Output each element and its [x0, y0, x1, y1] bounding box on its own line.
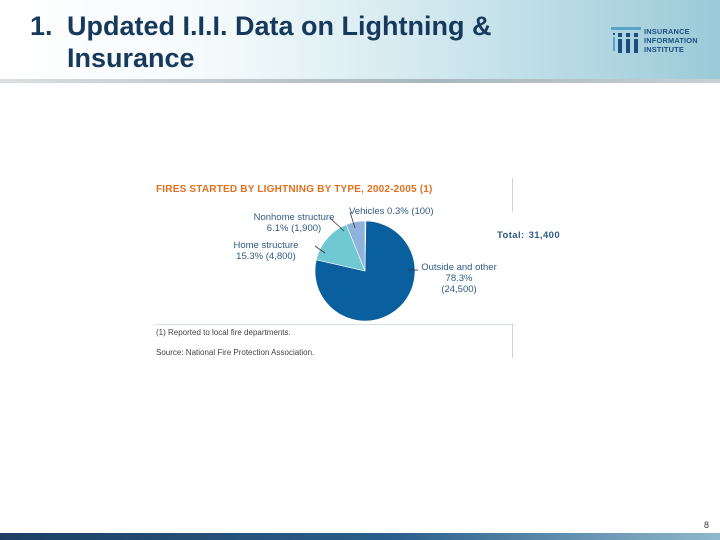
title-divider — [0, 79, 720, 83]
label-nonhome-count: (1,900) — [291, 223, 322, 234]
leader-line-nonhome — [329, 217, 345, 232]
iii-logo-icon — [611, 27, 641, 53]
label-vehicles: Vehicles 0.3% (100) — [349, 206, 434, 217]
leader-line-home — [314, 245, 326, 254]
chart-total: Total: 31,400 — [497, 230, 560, 241]
figure-divider-top — [512, 178, 513, 212]
chart-total-label: Total: — [497, 230, 525, 241]
label-outside: Outside and other 78.3% (24,500) — [416, 262, 502, 295]
label-nonhome-percent: 6.1% — [266, 223, 289, 234]
footer-bar — [0, 533, 720, 540]
logo-line-1: INSURANCE — [644, 27, 690, 36]
pie-slice-home-structure — [315, 224, 366, 272]
logo: INSURANCE INFORMATION INSTITUTE — [611, 24, 711, 58]
chart-title: FIRES STARTED BY LIGHTNING BY TYPE, 2002… — [156, 184, 433, 195]
pie-chart-figure: FIRES STARTED BY LIGHTNING BY TYPE, 2002… — [150, 176, 570, 366]
logo-line-3: INSTITUTE — [644, 45, 684, 54]
pie-slice-outside-and-other — [314, 220, 416, 322]
chart-source: Source: National Fire Protection Associa… — [156, 348, 315, 357]
chart-total-value: 31,400 — [528, 230, 561, 241]
label-vehicles-percent: 0.3% — [387, 206, 409, 217]
pie-slice-nonhome-structure — [345, 220, 366, 272]
label-outside-percent: 78.3% — [445, 273, 473, 284]
title-number: 1. — [30, 11, 53, 41]
label-home-percent: 15.3% — [236, 251, 264, 262]
label-home-name: Home structure — [233, 240, 299, 251]
label-vehicles-count: (100) — [411, 206, 434, 217]
page-number: 8 — [704, 520, 710, 530]
label-vehicles-name: Vehicles — [349, 206, 385, 217]
figure-divider-bottom — [512, 324, 513, 358]
footnote-divider — [155, 324, 515, 325]
label-home: Home structure 15.3% (4,800) — [218, 240, 314, 262]
leader-lines — [314, 211, 418, 271]
pie-chart — [314, 220, 416, 322]
leader-line-vehicles — [349, 211, 356, 229]
label-home-count: (4,800) — [265, 251, 296, 262]
logo-wordmark: INSURANCE INFORMATION INSTITUTE — [644, 27, 698, 54]
title-banner — [0, 0, 720, 80]
logo-line-2: INFORMATION — [644, 36, 698, 45]
label-outside-count: (24,500) — [441, 284, 477, 295]
title-text: Updated I.I.I. Data on Lightning & Insur… — [67, 11, 492, 73]
label-nonhome: Nonhome structure 6.1% (1,900) — [248, 212, 340, 234]
label-outside-name: Outside and other — [421, 262, 497, 273]
chart-footnote: (1) Reported to local fire departments. — [156, 328, 291, 337]
label-nonhome-name: Nonhome structure — [253, 212, 335, 223]
